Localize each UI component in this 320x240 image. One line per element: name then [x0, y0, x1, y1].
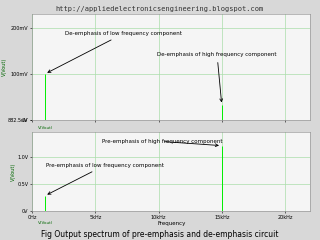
Text: Pre-emphasis of low frequency component: Pre-emphasis of low frequency component	[46, 163, 164, 194]
Text: Fig Output spectrum of pre-emphasis and de-emphasis circuit: Fig Output spectrum of pre-emphasis and …	[41, 230, 279, 239]
Text: V(Vout): V(Vout)	[37, 126, 53, 130]
Y-axis label: V(Vout): V(Vout)	[11, 162, 16, 181]
X-axis label: Frequency: Frequency	[157, 221, 185, 226]
Y-axis label: V(Vout): V(Vout)	[2, 58, 7, 76]
Text: V(Vout): V(Vout)	[37, 221, 53, 225]
Text: http://appliedelectronicsengineering.blogspot.com: http://appliedelectronicsengineering.blo…	[56, 6, 264, 12]
Text: De-emphasis of high frequency component: De-emphasis of high frequency component	[157, 52, 277, 102]
Text: De-emphasis of low frequency component: De-emphasis of low frequency component	[48, 31, 182, 72]
Text: Pre-emphasis of high frequency component: Pre-emphasis of high frequency component	[102, 139, 222, 147]
